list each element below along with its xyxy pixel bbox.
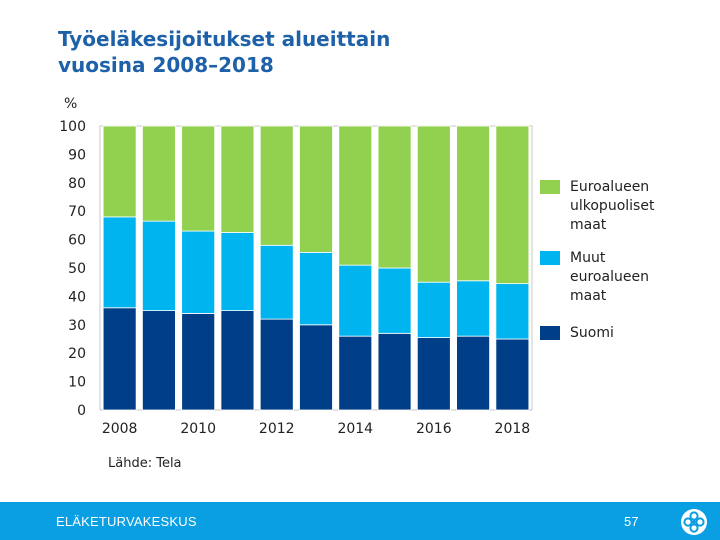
bar-segment-2012-muut-euroalueen <box>259 244 294 320</box>
bar-segment-2013-muut-euroalueen <box>299 251 333 326</box>
bar-segment-2010-euroalueen-ulkopuoliset <box>181 125 216 232</box>
bar-segment-2017-euroalueen-ulkopuoliset <box>456 125 490 282</box>
legend-label-1: Muut <box>570 250 606 266</box>
y-tick-label: 20 <box>68 346 86 362</box>
bar-segment-2015-suomi <box>377 332 412 411</box>
bar-segment-2011-muut-euroalueen <box>220 232 255 311</box>
x-tick-label: 2012 <box>259 421 295 437</box>
bar-segment-2016-euroalueen-ulkopuoliset <box>416 125 451 283</box>
bar-segment-2015-muut-euroalueen <box>377 267 412 334</box>
y-tick-label: 70 <box>68 204 86 220</box>
bar-segment-2009-muut-euroalueen <box>142 220 176 311</box>
legend-label-0: ulkopuoliset <box>570 198 655 214</box>
bar-segment-2008-euroalueen-ulkopuoliset <box>102 125 137 218</box>
bar-segment-2014-euroalueen-ulkopuoliset <box>338 125 373 266</box>
x-tick-label: 2014 <box>337 421 373 437</box>
bar-segment-2012-euroalueen-ulkopuoliset <box>259 125 294 246</box>
source-note: Lähde: Tela <box>108 456 182 471</box>
x-tick-label: 2018 <box>495 421 531 437</box>
bar-segment-2018-euroalueen-ulkopuoliset <box>495 125 530 285</box>
legend-swatch-1 <box>540 251 560 265</box>
y-tick-label: 10 <box>68 375 86 391</box>
y-tick-label: 50 <box>68 261 86 277</box>
y-tick-label: 60 <box>68 233 86 249</box>
bar-segment-2009-suomi <box>142 310 176 411</box>
bar-segment-2009-euroalueen-ulkopuoliset <box>142 125 176 222</box>
bar-segment-2016-suomi <box>416 337 451 411</box>
page-number: 57 <box>624 514 639 529</box>
y-tick-label: 100 <box>59 119 86 135</box>
flower-logo-icon <box>681 509 707 535</box>
bar-segment-2017-muut-euroalueen <box>456 280 490 337</box>
bar-segment-2012-suomi <box>259 318 294 411</box>
bar-segment-2013-euroalueen-ulkopuoliset <box>299 125 333 253</box>
bar-segment-2008-muut-euroalueen <box>102 216 137 309</box>
legend-label-1: euroalueen <box>570 269 649 285</box>
page-title: Työeläkesijoitukset alueittain vuosina 2… <box>58 26 518 78</box>
y-tick-label: 0 <box>77 403 86 419</box>
bar-segment-2013-suomi <box>299 324 333 411</box>
bar-segment-2008-suomi <box>102 307 137 411</box>
bar-segment-2014-muut-euroalueen <box>338 264 373 337</box>
title-line-1: Työeläkesijoitukset alueittain <box>58 27 391 51</box>
bar-segment-2018-suomi <box>495 338 530 411</box>
bar-segment-2010-muut-euroalueen <box>181 230 216 314</box>
bar-segment-2011-euroalueen-ulkopuoliset <box>220 125 255 233</box>
y-tick-label: 80 <box>68 176 86 192</box>
bar-segment-2017-suomi <box>456 335 490 411</box>
legend-label-0: Euroalueen <box>570 179 649 195</box>
bar-segment-2015-euroalueen-ulkopuoliset <box>377 125 412 269</box>
x-tick-label: 2016 <box>416 421 452 437</box>
y-tick-label: 40 <box>68 289 86 305</box>
footer-bar: ELÄKETURVAKESKUS 57 <box>0 502 720 540</box>
legend-swatch-0 <box>540 180 560 194</box>
y-tick-label: 30 <box>68 318 86 334</box>
x-tick-label: 2010 <box>180 421 216 437</box>
bar-segment-2018-muut-euroalueen <box>495 283 530 340</box>
x-tick-label: 2008 <box>102 421 138 437</box>
legend-label-2: Suomi <box>570 325 614 341</box>
y-tick-label: 90 <box>68 147 86 163</box>
bar-segment-2014-suomi <box>338 335 373 411</box>
bar-segment-2010-suomi <box>181 313 216 411</box>
legend-label-0: maat <box>570 217 607 233</box>
title-line-2: vuosina 2008–2018 <box>58 53 274 77</box>
y-axis-label: % <box>64 96 77 112</box>
legend-label-1: maat <box>570 288 607 304</box>
bar-segment-2016-muut-euroalueen <box>416 281 451 338</box>
legend-swatch-2 <box>540 326 560 340</box>
stacked-bar-chart: % 0 10 20 30 40 50 60 70 80 90 100 2008 2010 2012 2014 2… <box>59 96 655 437</box>
footer-brand: ELÄKETURVAKESKUS <box>56 514 197 529</box>
bar-segment-2011-suomi <box>220 310 255 411</box>
